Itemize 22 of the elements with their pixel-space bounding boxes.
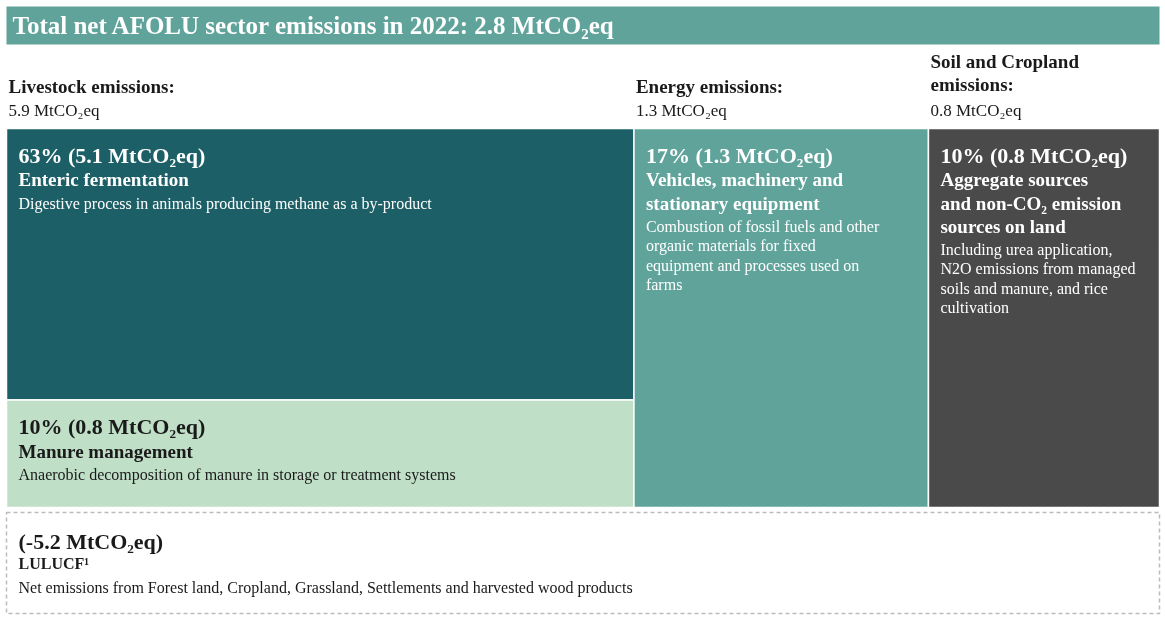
data-label: 17% (1.3 MtCO₂eq)	[645, 142, 833, 168]
category-label: Vehicles, machinery and stationary equipment	[645, 169, 844, 214]
category-label: Aggregate sources and non-CO₂ emission sources on land	[940, 169, 1122, 237]
text: 1.3 MtCO₂eq	[635, 100, 728, 120]
text: Including urea application, N2O emissions from managed soils and manure, and rice cultivation	[940, 240, 1136, 317]
text: Soil and Cropland emissions:	[930, 50, 1080, 95]
text: Combustion of fossil fuels and other organic materials for fixed equipment and processes used on farms	[645, 217, 880, 294]
data-label: 10% (0.8 MtCO₂eq)	[18, 413, 206, 439]
data-label: (-5.2 MtCO₂eq)	[18, 528, 164, 554]
data-label: 10% (0.8 MtCO₂eq)	[940, 142, 1128, 168]
category-label: LULUCF¹	[18, 555, 90, 573]
text: Anaerobic decomposition of manure in storage or treatment systems	[18, 466, 456, 484]
text: Livestock emissions:	[8, 75, 175, 97]
category-label: Enteric fermentation	[18, 169, 190, 191]
category-label: Manure management	[18, 440, 194, 462]
text: Digestive process in animals producing methane as a by-product	[18, 194, 433, 213]
text: 0.8 MtCO₂eq	[930, 100, 1022, 120]
data-label: 63% (5.1 MtCO₂eq)	[18, 142, 206, 168]
text: Energy emissions:	[635, 75, 784, 97]
text: Net emissions from Forest land, Cropland, Grassland, Settlements and harvested wood products	[18, 578, 633, 597]
text: Total net AFOLU sector emissions in 2022: 2.8 MtCO₂eq	[12, 12, 614, 39]
text: 5.9 MtCO₂eq	[8, 100, 100, 120]
